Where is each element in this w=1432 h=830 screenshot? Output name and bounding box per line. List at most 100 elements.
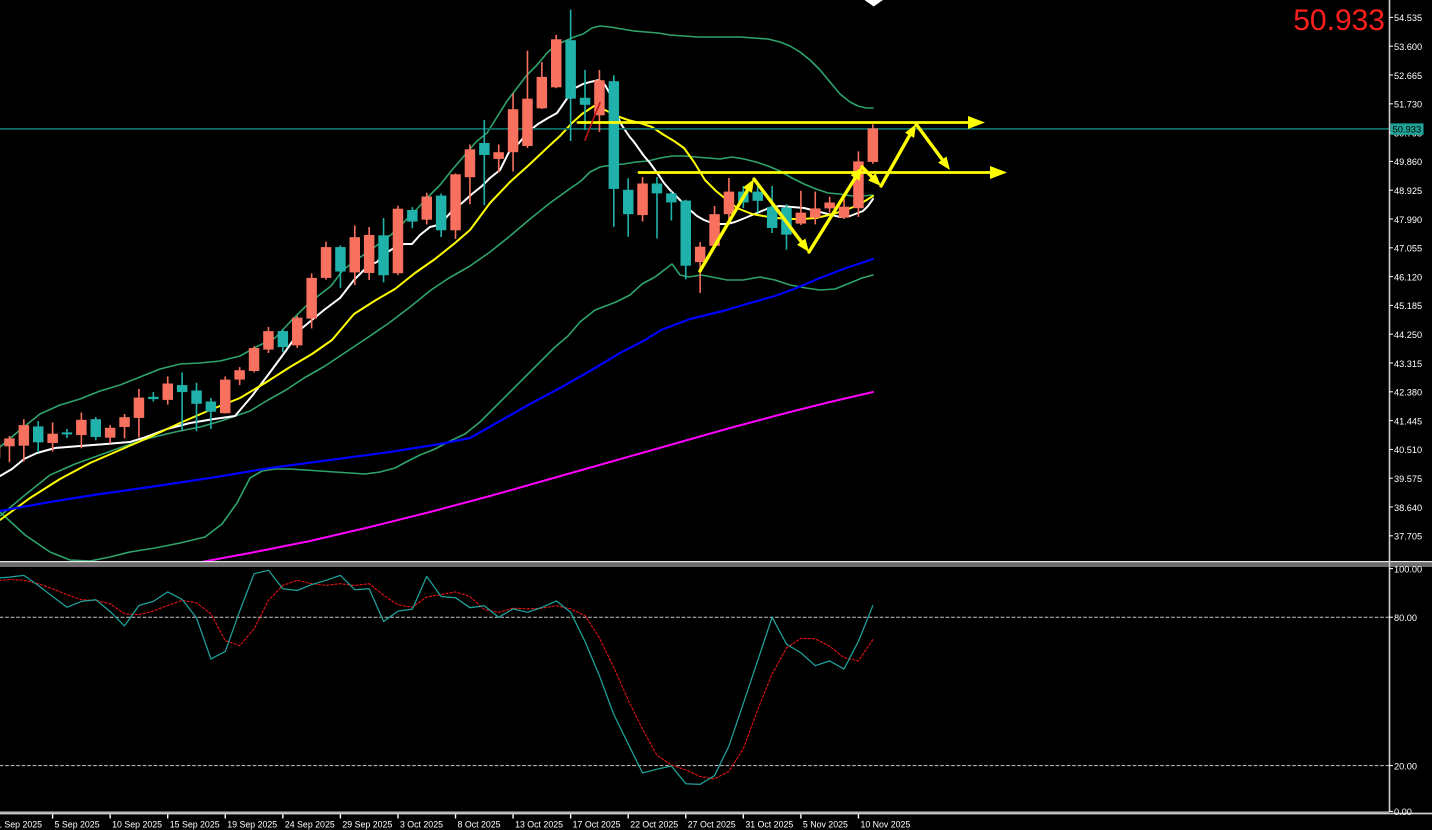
candle-body bbox=[507, 109, 519, 153]
candle-body bbox=[76, 419, 87, 436]
candle-2025-10-18 bbox=[579, 69, 591, 131]
candle-2025-09-12 bbox=[133, 389, 145, 438]
candle-2025-10-08 bbox=[450, 173, 461, 239]
candle-body bbox=[349, 237, 360, 273]
pane-separator[interactable] bbox=[0, 561, 1432, 567]
candle-2025-09-22 bbox=[248, 346, 260, 373]
candle-body bbox=[853, 161, 864, 209]
overlay-ma_yellow bbox=[0, 105, 874, 521]
stochastic-signal-line bbox=[0, 578, 874, 780]
candle-body bbox=[752, 191, 763, 201]
candle-body bbox=[565, 40, 576, 99]
candle-body bbox=[479, 143, 490, 155]
candle-body bbox=[795, 212, 807, 224]
price-tick-label-38.640: 38.640 bbox=[1394, 503, 1422, 513]
candle-2025-09-18 bbox=[205, 398, 217, 429]
time-tick-label: 24 Sep 2025 bbox=[285, 819, 335, 829]
time-tick-label: 19 Sep 2025 bbox=[227, 819, 277, 829]
candle-2025-09-16 bbox=[176, 372, 188, 431]
overlay-ma_magenta bbox=[195, 391, 874, 564]
time-tick-label: 13 Oct 2025 bbox=[515, 819, 563, 829]
candle-2025-09-24 bbox=[277, 329, 289, 353]
pane-separator-highlight bbox=[0, 561, 1432, 563]
candle-2025-09-23 bbox=[263, 326, 274, 353]
candle-body bbox=[220, 379, 231, 414]
candle-body bbox=[637, 183, 648, 216]
time-tick-label: 5 Nov 2025 bbox=[803, 819, 848, 829]
current-price-tag bbox=[1390, 123, 1424, 135]
overlay-ma_green_mid bbox=[0, 155, 874, 517]
zigzag-arrow-1 bbox=[698, 182, 753, 273]
price-tick-label-46.120: 46.120 bbox=[1394, 272, 1422, 282]
candle-body bbox=[838, 206, 850, 218]
price-tick-label-39.575: 39.575 bbox=[1394, 474, 1422, 484]
candle-2025-09-30 bbox=[349, 225, 360, 286]
time-tick-label: 17 Oct 2025 bbox=[573, 819, 621, 829]
candle-body bbox=[551, 39, 562, 88]
current-price-tag-value: 50.933 bbox=[1393, 123, 1422, 134]
price-tick-label-49.860: 49.860 bbox=[1394, 157, 1422, 167]
candle-body bbox=[263, 331, 274, 350]
time-tick-label: 3 Oct 2025 bbox=[400, 819, 443, 829]
candle-body bbox=[363, 235, 375, 273]
candle-2025-09-17 bbox=[191, 382, 202, 432]
price-tick-label-41.445: 41.445 bbox=[1394, 416, 1422, 426]
candle-2025-10-29 bbox=[709, 206, 720, 247]
candle-2025-09-11 bbox=[119, 414, 130, 439]
candle-2025-10-17 bbox=[565, 9, 576, 141]
candle-2025-11-08 bbox=[838, 199, 850, 219]
price-tick-label-42.380: 42.380 bbox=[1394, 388, 1422, 398]
trend-arrow-2-head bbox=[990, 166, 1007, 179]
time-tick-label: 15 Sep 2025 bbox=[170, 819, 220, 829]
time-tick-label: 10 Nov 2025 bbox=[860, 819, 910, 829]
candle-2025-09-03 bbox=[18, 419, 30, 462]
candle-2025-09-10 bbox=[104, 425, 116, 444]
candle-body bbox=[234, 370, 245, 380]
candle-body bbox=[33, 426, 44, 443]
candle-body bbox=[119, 417, 130, 427]
stoch-tick-label-80.00: 80.00 bbox=[1394, 613, 1417, 623]
candle-body bbox=[18, 425, 30, 446]
candle-2025-10-13 bbox=[507, 93, 519, 172]
time-tick-label: 31 Oct 2025 bbox=[745, 819, 793, 829]
zigzag-arrow-3-head bbox=[850, 167, 862, 181]
candle-2025-09-04 bbox=[33, 421, 44, 453]
price-tick-label-52.665: 52.665 bbox=[1394, 71, 1422, 81]
candle-body bbox=[104, 427, 116, 438]
candle-2025-09-05 bbox=[47, 422, 58, 452]
candle-2025-10-14 bbox=[522, 50, 533, 148]
plot-area[interactable] bbox=[0, 0, 1389, 786]
candle-body bbox=[392, 208, 404, 274]
candle-body bbox=[378, 235, 389, 276]
candle-body bbox=[248, 348, 260, 371]
overlay-bollinger_lower bbox=[0, 263, 874, 562]
candle-body bbox=[680, 200, 691, 266]
candle-body bbox=[608, 81, 620, 189]
stoch-tick-label-100.00: 100.00 bbox=[1394, 564, 1422, 574]
candle-body bbox=[522, 98, 533, 146]
candle-body bbox=[579, 97, 591, 105]
candle-body bbox=[435, 195, 447, 231]
candle-body bbox=[176, 385, 188, 393]
candle-2025-09-27 bbox=[320, 241, 332, 280]
candle-body bbox=[306, 277, 317, 319]
time-tick-label: 22 Oct 2025 bbox=[630, 819, 678, 829]
price-tick-label-40.510: 40.510 bbox=[1394, 445, 1422, 455]
zigzag-arrow-6-head bbox=[938, 156, 950, 170]
candle-2025-10-01 bbox=[363, 227, 375, 280]
candle-body bbox=[536, 76, 548, 109]
candle-body bbox=[651, 183, 663, 194]
candle-body bbox=[464, 149, 476, 178]
last-price-quote: 50.933 bbox=[1293, 4, 1385, 37]
candle-2025-09-06 bbox=[61, 429, 73, 438]
zigzag-arrow-5 bbox=[879, 127, 915, 188]
candle-body bbox=[320, 247, 332, 278]
candle-2025-11-06 bbox=[810, 191, 821, 225]
candle-2025-11-11 bbox=[867, 124, 879, 164]
candle-body bbox=[47, 433, 58, 443]
candle-2025-09-26 bbox=[306, 273, 317, 329]
zigzag-arrow-2 bbox=[752, 177, 807, 249]
candle-body bbox=[277, 331, 289, 348]
